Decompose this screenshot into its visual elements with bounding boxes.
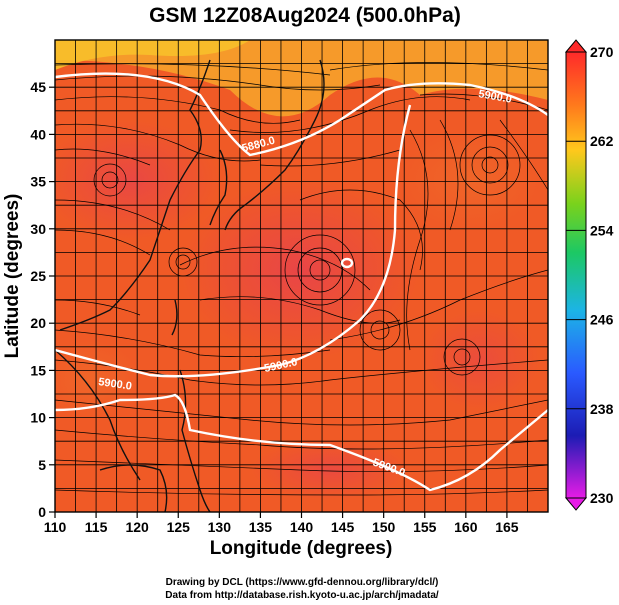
colorbar-tick-label: 262	[590, 133, 614, 149]
contour-5900-south-west	[55, 393, 548, 492]
x-tick-label: 155	[413, 519, 437, 535]
y-tick-label: 20	[30, 315, 46, 331]
warm-core-2	[55, 120, 220, 240]
x-tick-label: 160	[454, 519, 478, 535]
contour-label-1: 5900.0	[477, 88, 512, 106]
colorbar-tick-label: 254	[590, 222, 614, 238]
colorbar-tick-label: 246	[590, 312, 614, 328]
y-tick-label: 0	[38, 504, 46, 520]
colorbar-tick-label: 270	[590, 44, 614, 60]
philippines-coast	[179, 369, 211, 512]
colorbar-top-arrow	[564, 39, 588, 53]
y-tick-label: 10	[30, 410, 46, 426]
x-tick-label: 120	[125, 519, 149, 535]
contour-5900-closed	[340, 257, 354, 269]
credit-line-1: Drawing by DCL (https://www.gfd-dennou.o…	[166, 577, 439, 588]
y-tick-label: 5	[38, 457, 46, 473]
asia-coast	[59, 59, 211, 331]
lat-lon-grid	[55, 40, 548, 512]
y-tick-label: 30	[30, 221, 46, 237]
warm-core-3	[400, 130, 540, 230]
credit-line-2: Data from http://database.rish.kyoto-u.a…	[165, 590, 439, 601]
y-tick-label: 45	[30, 79, 46, 95]
colorbar-bottom-arrow	[564, 497, 588, 511]
streamlines	[55, 62, 548, 496]
colorbar-scale	[565, 51, 587, 499]
map-title: GSM 12Z08Aug2024 (500.0hPa)	[149, 4, 461, 27]
x-tick-label: 130	[208, 519, 232, 535]
x-tick-label: 145	[331, 519, 355, 535]
indochina-coast	[55, 349, 141, 481]
colorbar-tick-label: 238	[590, 401, 614, 417]
x-axis-label: Longitude (degrees)	[210, 538, 393, 559]
x-tick-label: 135	[249, 519, 273, 535]
contour-5900-east	[55, 104, 412, 378]
x-tick-label: 150	[372, 519, 396, 535]
korea-coast	[209, 149, 228, 226]
y-axis: 0 5 10 15 20 25 30 35 40 45	[30, 79, 55, 520]
warm-core-4	[250, 440, 410, 500]
taiwan-coast	[171, 299, 178, 336]
japan-coast	[224, 59, 325, 231]
colorbar: 270 262 254 246 238 230	[564, 39, 614, 511]
colorbar-tick-label: 230	[590, 490, 614, 506]
y-tick-label: 25	[30, 268, 46, 284]
contour-5900-north	[55, 72, 548, 157]
x-tick-label: 125	[167, 519, 191, 535]
x-tick-label: 115	[85, 519, 108, 535]
y-axis-label: Latitude (degrees)	[2, 194, 23, 359]
x-tick-label: 110	[44, 519, 67, 535]
x-axis: 110 115 120 125 130 135 140 145 150 155 160 165	[44, 512, 519, 535]
plot-area: 5900.0 5880.0 5900.0 5900.0 5900.0	[55, 40, 548, 512]
borneo-coast	[99, 464, 168, 512]
geopotential-contours	[55, 72, 548, 492]
x-tick-label: 165	[495, 519, 519, 535]
x-tick-label: 140	[290, 519, 314, 535]
contour-label-4: 5900.0	[98, 376, 133, 393]
y-tick-label: 15	[30, 362, 46, 378]
y-tick-label: 35	[30, 174, 46, 190]
yellow-region-northwest	[55, 40, 250, 70]
y-tick-label: 40	[30, 126, 46, 142]
coastlines	[55, 59, 325, 512]
